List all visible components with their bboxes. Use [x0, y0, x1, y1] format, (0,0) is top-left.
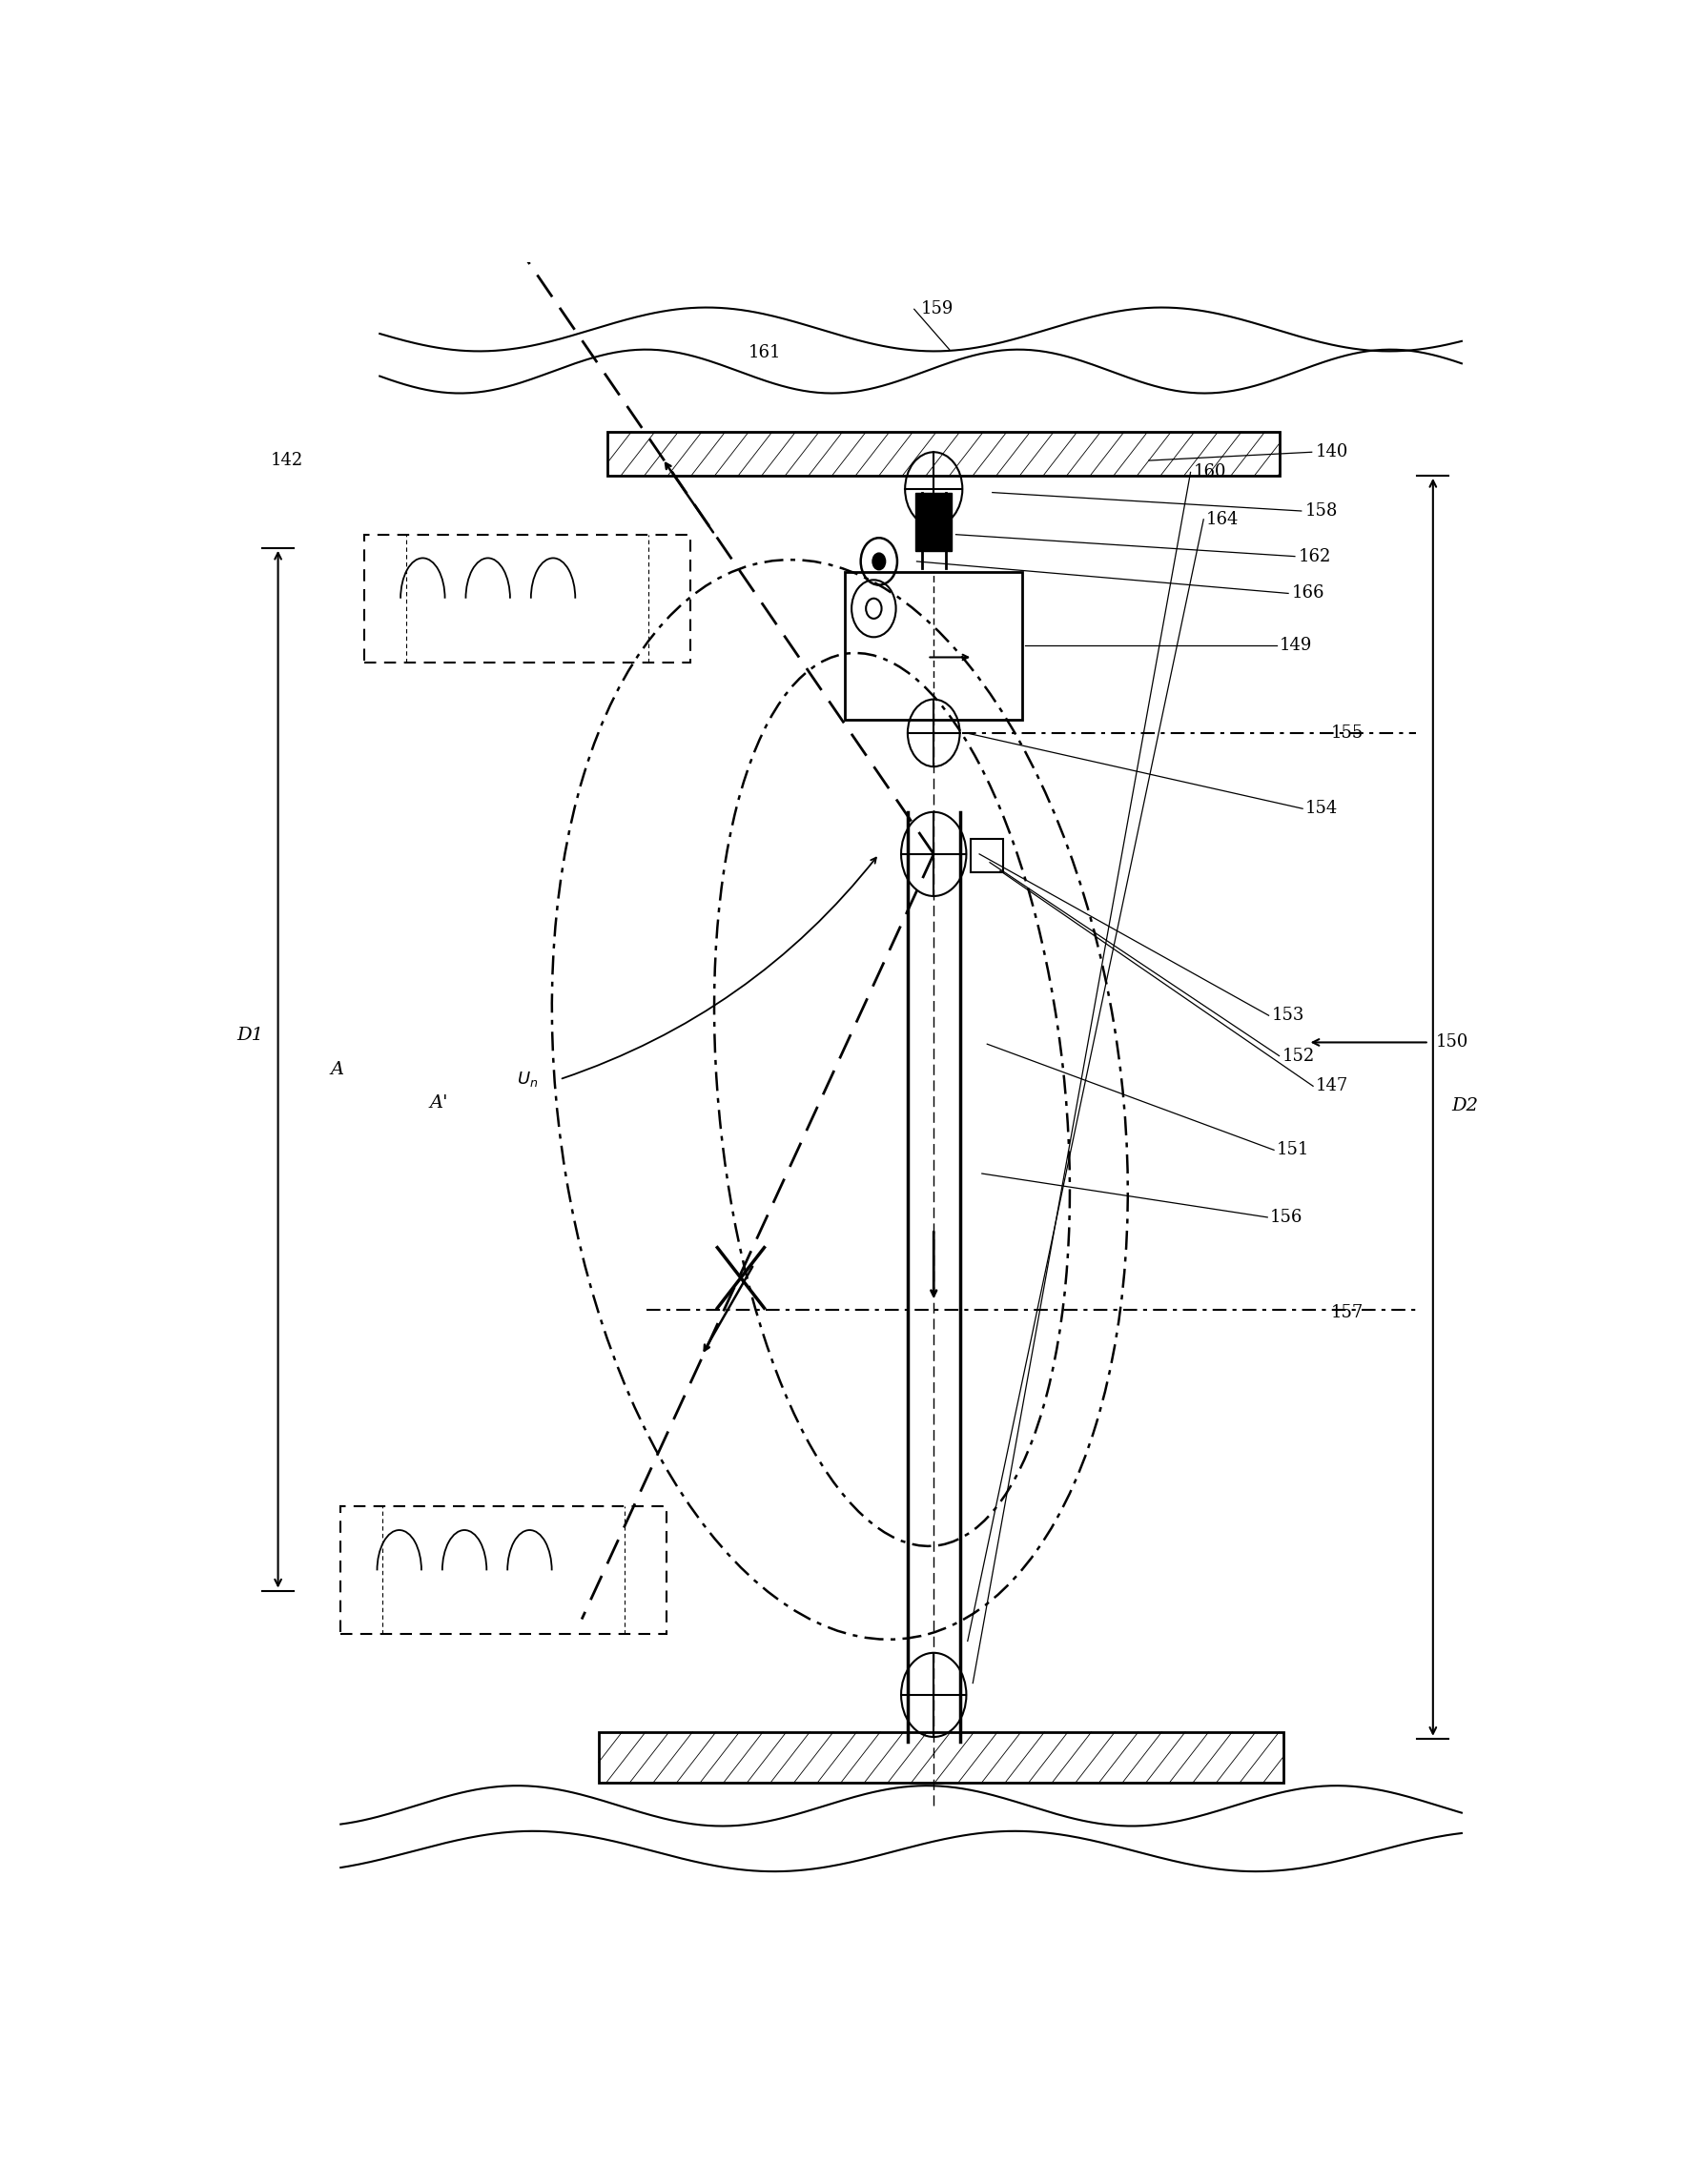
Circle shape: [873, 553, 885, 570]
Text: 160: 160: [1193, 463, 1226, 480]
Text: 157: 157: [1332, 1304, 1364, 1321]
Bar: [915, 491, 952, 550]
Text: 149: 149: [1278, 638, 1312, 653]
Text: D2: D2: [1452, 1099, 1478, 1114]
Bar: [971, 839, 1002, 874]
Text: 162: 162: [1299, 548, 1332, 566]
Bar: [844, 572, 1023, 719]
Text: 150: 150: [1436, 1033, 1468, 1051]
Text: 166: 166: [1292, 585, 1325, 603]
Text: 156: 156: [1270, 1208, 1304, 1225]
Text: D1: D1: [235, 1026, 262, 1044]
Text: 140: 140: [1315, 443, 1349, 461]
Text: $U_n$: $U_n$: [516, 1070, 538, 1090]
Bar: [340, 1507, 666, 1634]
Text: A: A: [330, 1061, 343, 1079]
Text: 159: 159: [920, 301, 954, 317]
Text: 152: 152: [1282, 1048, 1314, 1064]
Text: 153: 153: [1272, 1007, 1304, 1024]
Text: 161: 161: [748, 345, 782, 363]
Text: 151: 151: [1277, 1142, 1309, 1158]
Text: 164: 164: [1206, 511, 1240, 529]
Bar: [363, 535, 690, 662]
Text: 154: 154: [1305, 799, 1337, 817]
Text: 155: 155: [1332, 725, 1364, 743]
Text: 147: 147: [1315, 1077, 1349, 1094]
Text: 158: 158: [1305, 502, 1337, 520]
Text: 142: 142: [271, 452, 303, 470]
Bar: [607, 432, 1280, 476]
Bar: [599, 1732, 1283, 1782]
Text: A': A': [429, 1094, 447, 1112]
